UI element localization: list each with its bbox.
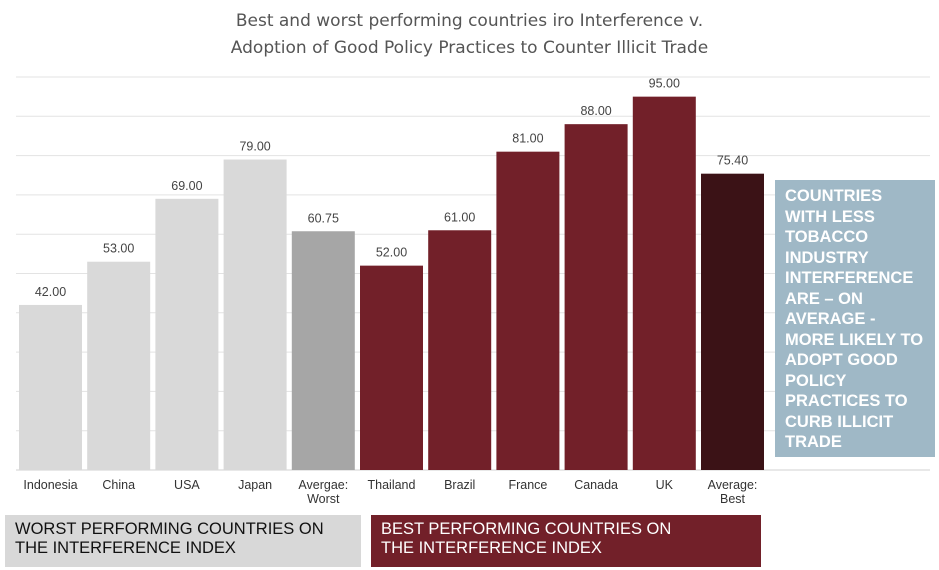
bar <box>701 173 764 471</box>
callout-box: COUNTRIES WITH LESS TOBACCO INDUSTRY INT… <box>775 180 935 457</box>
x-tick-label: Canada <box>574 478 618 492</box>
bar <box>19 304 82 470</box>
worst-group-label-line-2: THE INTERFERENCE INDEX <box>15 539 236 557</box>
bar-value-label: 61.00 <box>444 210 475 224</box>
x-tick-label: Worst <box>307 492 340 506</box>
x-tick-label: USA <box>174 478 200 492</box>
chart-title-line-2: Adoption of Good Policy Practices to Cou… <box>230 38 709 58</box>
bar <box>87 261 151 470</box>
x-tick-label: Avergae: <box>298 478 348 492</box>
callout-line: POLICY <box>785 371 847 390</box>
bar-value-label: 53.00 <box>103 242 134 256</box>
callout-line: AVERAGE - <box>785 310 876 328</box>
callout-line: COUNTRIES <box>785 187 883 205</box>
callout-line: ADOPT GOOD <box>785 351 898 369</box>
best-group-label-line-1: BEST PERFORMING COUNTRIES ON <box>381 520 672 538</box>
bar <box>360 265 423 470</box>
bar-value-label: 75.40 <box>717 154 748 168</box>
bar-value-label: 60.75 <box>308 211 339 225</box>
callout-line: TOBACCO <box>785 228 869 246</box>
x-tick-label: Brazil <box>444 478 475 492</box>
bar-value-label: 42.00 <box>35 285 66 299</box>
bar <box>496 151 560 471</box>
bar-value-label: 88.00 <box>580 104 611 118</box>
x-tick-labels: Indonesia China USA Japan Avergae:Worst Thail… <box>23 478 757 506</box>
callout-line: INDUSTRY <box>785 248 869 267</box>
callout-line: WITH LESS <box>785 207 875 226</box>
callout-line: ARE – ON <box>785 289 863 308</box>
worst-group-label-line-1: WORST PERFORMING COUNTRIES ON <box>15 520 324 538</box>
bar-value-label: 95.00 <box>649 77 680 91</box>
x-tick-label: Thailand <box>368 478 416 492</box>
callout-line: CURB ILLICIT <box>785 412 894 431</box>
callout-line: MORE LIKELY TO <box>785 330 924 349</box>
bar-value-label: 52.00 <box>376 246 407 260</box>
chart-title: Best and worst performing countries iro … <box>0 8 939 62</box>
bar-value-label: 81.00 <box>512 132 543 146</box>
x-tick-label: Japan <box>238 478 272 492</box>
bar-chart: 42.00 53.00 69.00 79.00 60.75 52.00 61.00 81.00… <box>16 76 930 506</box>
callout-line: INTERFERENCE <box>785 269 914 287</box>
bars <box>19 96 764 471</box>
value-labels: 42.00 53.00 69.00 79.00 60.75 52.00 61.00 81.00… <box>35 77 748 299</box>
x-tick-label: France <box>508 478 547 492</box>
best-group-label-line-2: THE INTERFERENCE INDEX <box>381 539 602 557</box>
bar <box>223 159 287 470</box>
x-tick-label: UK <box>656 478 674 492</box>
bar-value-label: 69.00 <box>171 179 202 193</box>
bar <box>632 96 696 471</box>
worst-group-label: WORST PERFORMING COUNTRIES ON THE INTERF… <box>5 515 361 567</box>
bar <box>155 198 219 470</box>
bar <box>291 231 355 470</box>
best-group-label: BEST PERFORMING COUNTRIES ON THE INTERFE… <box>371 515 761 567</box>
x-tick-label: China <box>102 478 135 492</box>
callout-line: PRACTICES TO <box>785 392 908 410</box>
callout-line: TRADE <box>785 433 842 451</box>
bar <box>564 124 628 470</box>
bar <box>428 230 492 470</box>
x-tick-label: Indonesia <box>23 478 77 492</box>
x-tick-label: Average: <box>708 478 758 492</box>
chart-title-line-1: Best and worst performing countries iro … <box>235 11 704 31</box>
x-tick-label: Best <box>720 492 746 506</box>
bar-value-label: 79.00 <box>239 140 270 154</box>
